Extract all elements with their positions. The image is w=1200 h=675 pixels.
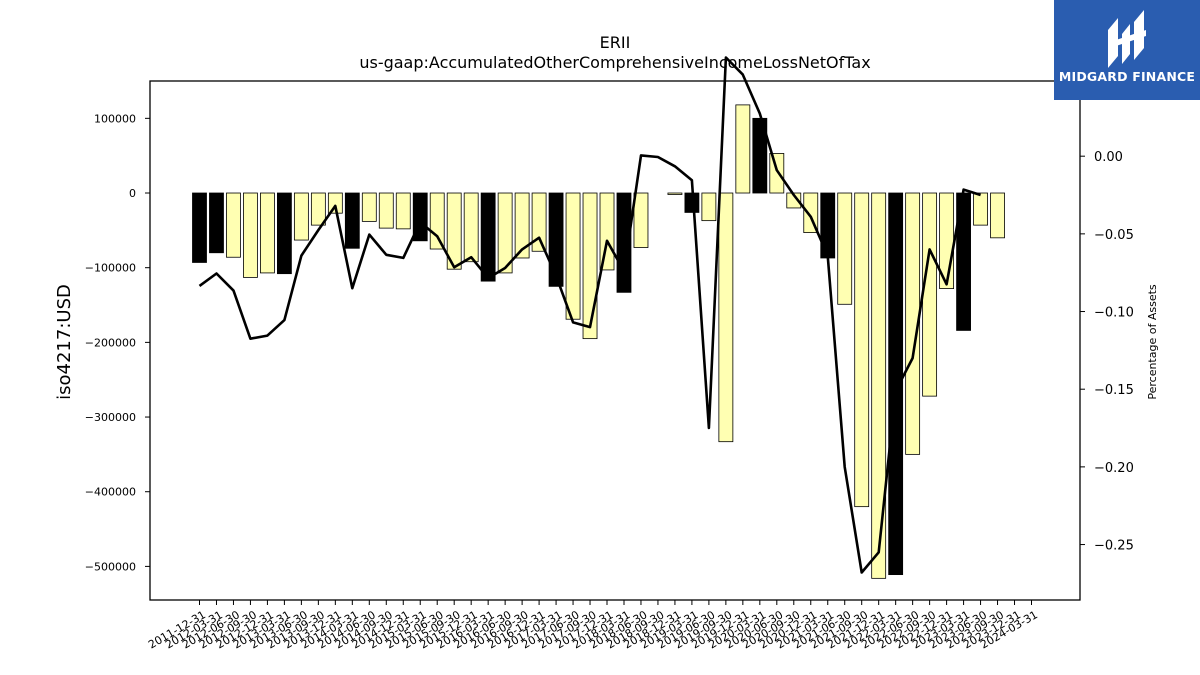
- bar: [531, 192, 547, 252]
- bar: [990, 192, 1005, 239]
- bar: [243, 192, 258, 278]
- bar: [854, 192, 870, 508]
- bar: [633, 192, 649, 248]
- bar: [310, 192, 326, 226]
- y2-tick-label: 0.00: [1094, 150, 1123, 165]
- bar: [327, 192, 343, 214]
- y-tick-label: 0: [129, 187, 136, 200]
- bar: [735, 104, 751, 194]
- bar: [548, 192, 564, 287]
- bar: [667, 192, 683, 195]
- bar: [293, 192, 309, 241]
- bar: [192, 192, 207, 263]
- bar: [582, 192, 598, 340]
- y-tick-label: −500000: [85, 560, 136, 573]
- y-tick-label: −400000: [85, 486, 136, 499]
- bar: [718, 192, 734, 443]
- midgard-logo-icon: [1108, 10, 1146, 68]
- bar: [209, 192, 224, 254]
- bar: [344, 192, 360, 249]
- y-tick-label: −100000: [85, 262, 136, 275]
- logo-brand-text: MIDGARD FINANCE: [1058, 69, 1196, 84]
- y-tick-label: −200000: [85, 336, 136, 349]
- y-axis-label: iso4217:USD: [54, 284, 75, 400]
- y2-tick-label: −0.15: [1094, 383, 1134, 398]
- bar: [429, 192, 445, 250]
- y-axis-left: 100000 0 −100000 −200000 −300000 −400000 −5000…: [85, 112, 150, 573]
- bar: [769, 153, 785, 194]
- bar: [446, 192, 462, 270]
- y2-tick-label: −0.05: [1094, 228, 1134, 243]
- y2-tick-label: −0.25: [1094, 539, 1134, 554]
- bar: [226, 192, 241, 258]
- bar: [395, 192, 411, 230]
- bar: [837, 192, 853, 305]
- y2-tick-label: −0.10: [1094, 306, 1134, 321]
- bar: [480, 192, 496, 282]
- plot-frame: [149, 80, 1081, 601]
- bar: [973, 192, 988, 226]
- bar: [276, 192, 292, 275]
- y2-axis-label: Percentage of Assets: [1146, 284, 1159, 400]
- midgard-finance-logo: MIDGARD FINANCE: [1054, 0, 1200, 100]
- bar: [701, 192, 717, 222]
- bar: [378, 192, 394, 229]
- bar: [871, 192, 887, 579]
- bar: [361, 192, 377, 222]
- bar: [260, 192, 275, 274]
- bar-series: [192, 104, 1005, 579]
- bar: [616, 192, 632, 293]
- bar: [565, 192, 581, 320]
- bar: [599, 192, 615, 271]
- chart-subtitle: us-gaap:AccumulatedOtherComprehensiveInc…: [359, 53, 870, 72]
- bar: [820, 192, 836, 259]
- bar: [752, 117, 768, 194]
- chart-title: ERII: [600, 33, 631, 52]
- bar: [463, 192, 479, 263]
- bar: [905, 192, 921, 455]
- percentage-of-assets-line: [198, 56, 981, 574]
- y-tick-label: −300000: [85, 411, 136, 424]
- y2-tick-label: −0.20: [1094, 461, 1134, 476]
- x-axis: 2011-12-312012-03-312012-06-302012-09-30…: [146, 600, 1040, 651]
- bar: [888, 192, 904, 576]
- y-tick-label: 100000: [94, 112, 136, 125]
- bar: [497, 192, 513, 274]
- y-axis-right: 0.050.00−0.05−0.10−0.15−0.20−0.25: [1080, 73, 1134, 554]
- bar: [922, 192, 938, 397]
- bar: [514, 192, 530, 259]
